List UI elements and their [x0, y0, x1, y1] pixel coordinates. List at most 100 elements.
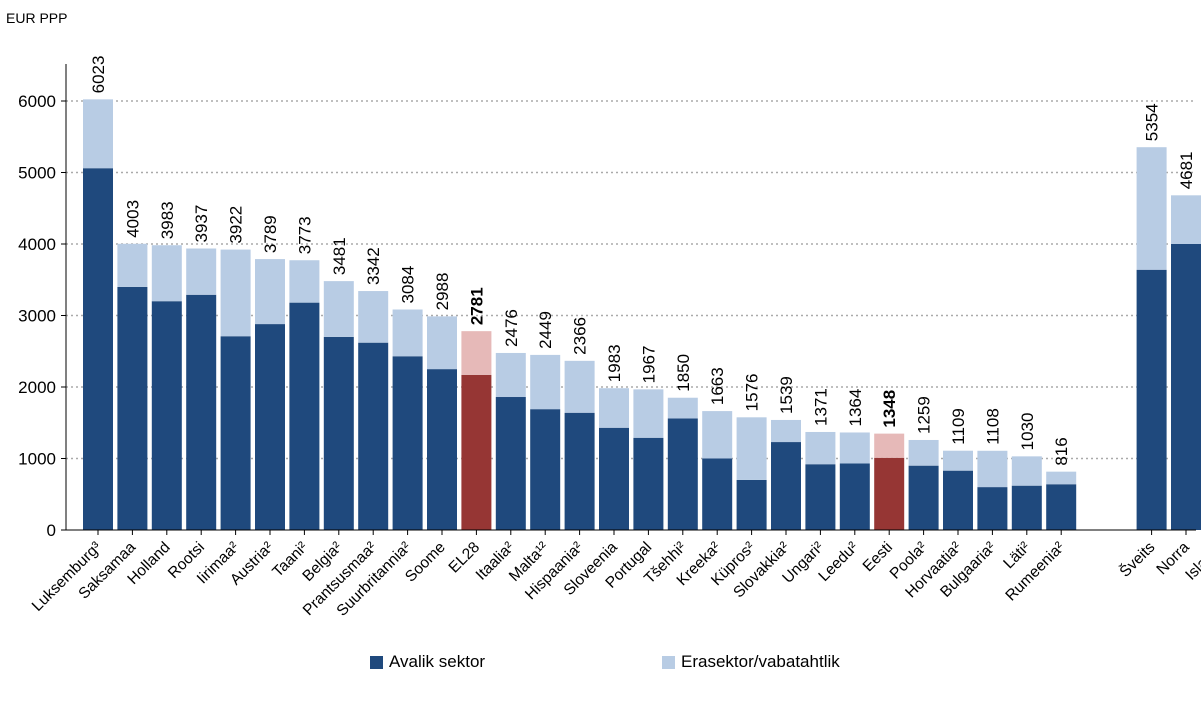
bar-public	[702, 458, 733, 530]
value-label: 3773	[295, 216, 314, 254]
value-label: 1850	[674, 354, 693, 392]
bar-public	[908, 465, 939, 530]
bar-private	[943, 450, 973, 471]
bar-private	[633, 389, 664, 438]
bar-public	[358, 342, 389, 530]
bar-public	[1011, 485, 1042, 530]
bar-private	[736, 417, 767, 480]
bar-public	[599, 427, 629, 530]
bar-private	[186, 248, 217, 295]
value-label: 1967	[639, 346, 658, 384]
y-tick-label: 3000	[18, 307, 56, 326]
bar-public	[564, 412, 595, 530]
bar-private	[1171, 195, 1201, 244]
bar-private	[839, 432, 870, 464]
x-tick-label: Leedu²	[815, 539, 861, 585]
unit-label: EUR PPP	[6, 10, 68, 26]
value-label: 1539	[777, 376, 796, 414]
bar-public	[805, 464, 836, 530]
bar-private	[977, 450, 1008, 488]
value-label: 1364	[846, 389, 865, 427]
value-label: 1576	[743, 373, 762, 411]
legend-item-private: Erasektor/vabatahtlik	[662, 652, 840, 672]
value-labels: 6023 4003 3983 3937 3922 3789 3773 3481 3342 3084…	[89, 56, 1196, 466]
bar-private	[805, 431, 836, 465]
bar-public	[736, 479, 767, 530]
bar-private	[495, 352, 526, 398]
value-label: 2781	[467, 287, 486, 325]
value-label: 3084	[399, 266, 418, 304]
bar-public	[117, 286, 148, 530]
bar-private	[289, 260, 320, 303]
value-label: 3922	[227, 206, 246, 244]
bar-private	[874, 433, 905, 458]
bar-public	[977, 487, 1008, 530]
legend-swatch-public	[370, 655, 383, 669]
value-label: 3342	[364, 247, 383, 285]
bar-private	[1011, 456, 1042, 486]
x-tick-label: Šveits	[1117, 539, 1159, 581]
bar-private	[461, 331, 492, 375]
legend-label-public: Avalik sektor	[389, 652, 486, 671]
bar-public	[943, 470, 973, 530]
bar-public	[323, 336, 354, 530]
bar-private	[323, 281, 354, 337]
bar-private	[667, 397, 698, 419]
value-label: 2988	[433, 273, 452, 311]
value-label: 2476	[502, 309, 521, 347]
bar-public	[530, 409, 561, 530]
bar-public	[1171, 244, 1201, 530]
bar-private	[117, 243, 148, 287]
bar-public	[461, 374, 492, 530]
bar-private	[530, 354, 561, 410]
y-tick-label: 2000	[18, 378, 56, 397]
value-label: 4003	[123, 200, 142, 238]
value-label: 6023	[89, 56, 108, 94]
bar-public	[83, 168, 113, 530]
value-label: 2366	[571, 317, 590, 355]
value-label: 1983	[605, 344, 624, 382]
bar-private	[1046, 471, 1077, 485]
bar-public	[495, 397, 526, 530]
bar-private	[151, 245, 182, 302]
bar-private	[220, 249, 251, 337]
bar-public	[289, 302, 320, 530]
bars	[83, 99, 1201, 530]
value-label: 2449	[536, 311, 555, 349]
bar-public	[220, 336, 251, 530]
bar-private	[771, 419, 801, 443]
value-label: 3481	[330, 237, 349, 275]
bar-public	[255, 324, 285, 530]
value-label: 816	[1052, 437, 1071, 465]
legend-swatch-private	[662, 655, 675, 669]
value-label: 5354	[1143, 103, 1162, 141]
value-label: 4681	[1177, 151, 1196, 189]
y-tick-label: 0	[47, 521, 56, 540]
y-tick-label: 1000	[18, 450, 56, 469]
bar-private	[255, 259, 285, 325]
bar-private	[908, 439, 939, 466]
bar-public	[839, 463, 870, 530]
value-label: 1108	[983, 408, 1002, 445]
bar-private	[83, 99, 113, 169]
bar-public	[1136, 269, 1167, 530]
bar-public	[151, 301, 182, 530]
value-label: 3983	[158, 201, 177, 239]
legend-label-private: Erasektor/vabatahtlik	[681, 652, 840, 671]
bar-public	[771, 442, 801, 530]
value-label: 1109	[949, 408, 968, 445]
bar-public	[186, 294, 217, 530]
value-label: 1663	[708, 367, 727, 405]
value-label: 3789	[261, 215, 280, 253]
bar-public	[874, 457, 905, 530]
value-label: 1030	[1018, 413, 1037, 451]
y-tick-label: 6000	[18, 92, 56, 111]
y-tick-label: 5000	[18, 164, 56, 183]
bar-private	[599, 388, 629, 428]
grid-lines	[66, 100, 1196, 460]
bar-private	[1136, 147, 1167, 270]
bar-private	[702, 411, 733, 459]
bar-public	[667, 418, 698, 530]
bar-private	[392, 309, 423, 357]
